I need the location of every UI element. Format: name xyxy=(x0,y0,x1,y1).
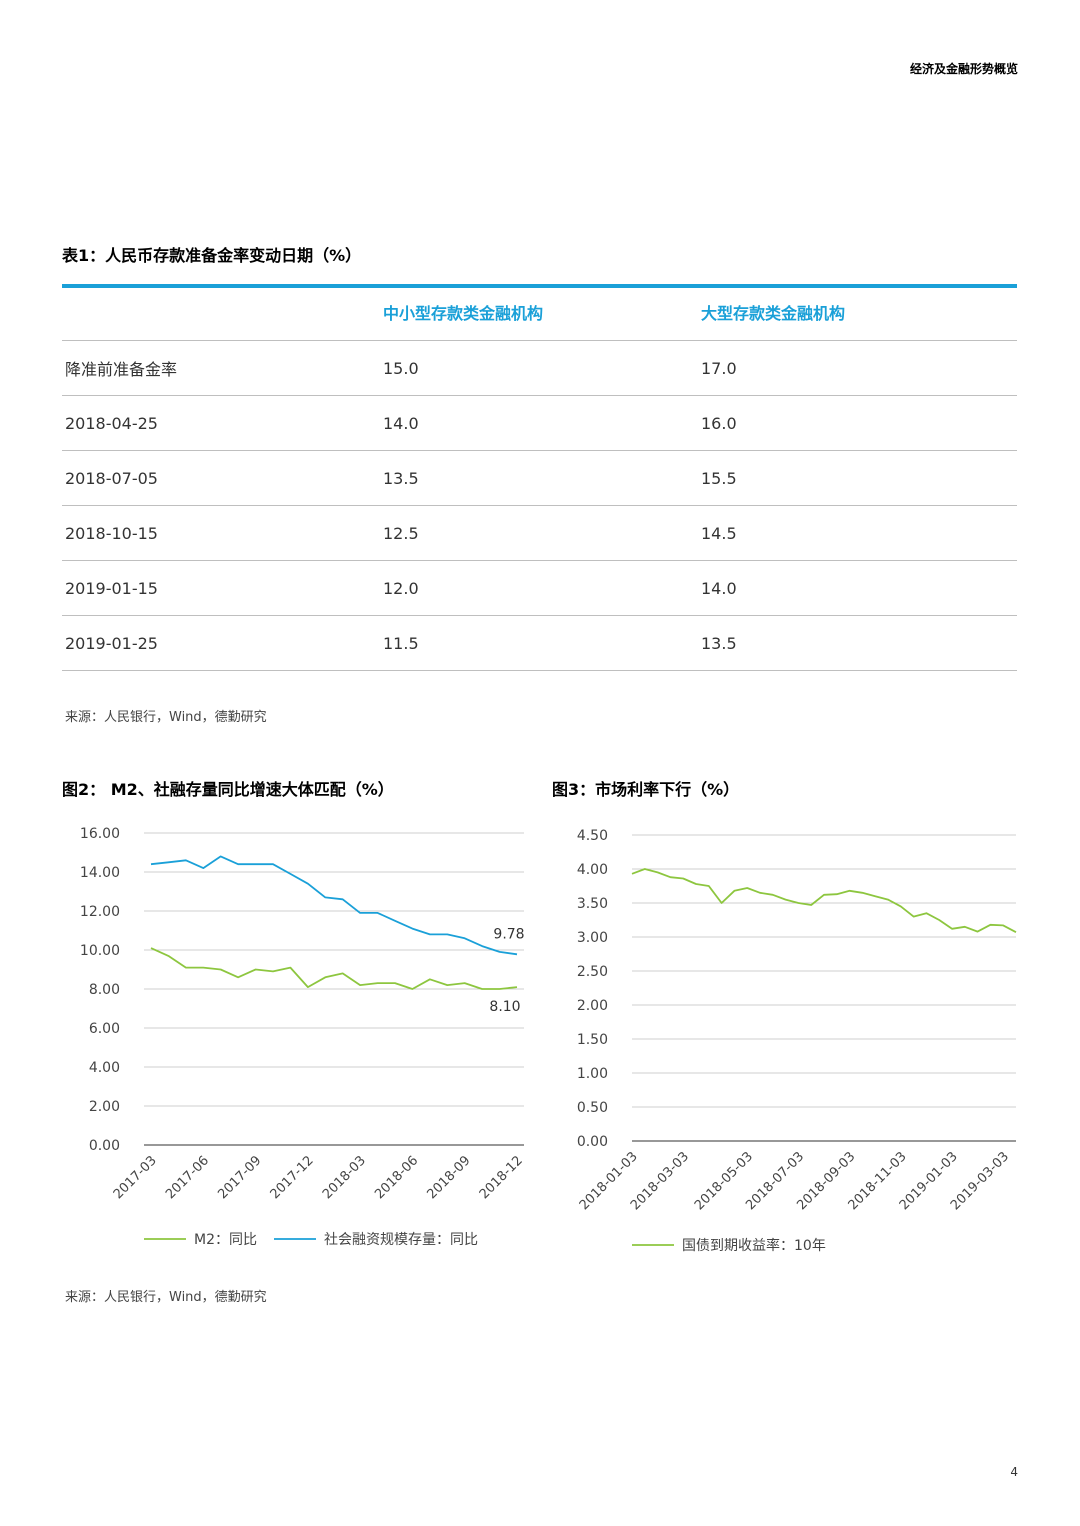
x-tick-label: 2018-12 xyxy=(477,1153,526,1202)
table-cell: 2018-04-25 xyxy=(65,413,158,433)
bond-yield-line-chart: 0.00 0.50 1.00 1.50 2.00 2.50 3.00 3.50 4.00 4.50… xyxy=(577,828,1017,1254)
table-cell: 14.5 xyxy=(701,523,737,543)
table-cell: 14.0 xyxy=(701,578,737,598)
chart2-title: 图2： M2、社融存量同比增速大体匹配（%） xyxy=(62,780,394,799)
y-tick-label: 10.00 xyxy=(80,943,120,959)
table-row: 2019-01-15 12.0 14.0 xyxy=(62,561,1017,616)
table-header-row: 中小型存款类金融机构 大型存款类金融机构 xyxy=(62,288,1017,341)
m2-tsf-line-chart: 0.00 2.00 4.00 6.00 8.00 10.00 12.00 14.00 16.00… xyxy=(80,826,526,1248)
table-row: 2018-10-15 12.5 14.5 xyxy=(62,506,1017,561)
y-tick-label: 0.00 xyxy=(89,1138,120,1154)
y-tick-label: 6.00 xyxy=(89,1021,120,1037)
y-tick-label: 3.00 xyxy=(577,930,608,946)
data-label: 8.10 xyxy=(489,999,520,1015)
x-tick-label: 2018-06 xyxy=(372,1153,421,1202)
y-tick-label: 4.50 xyxy=(577,828,608,844)
x-tick-label: 2018-03 xyxy=(320,1153,369,1202)
data-label: 9.78 xyxy=(493,926,524,942)
table-cell: 2019-01-25 xyxy=(65,633,158,653)
header-cell xyxy=(62,288,380,340)
table-cell: 2019-01-15 xyxy=(65,578,158,598)
chart-source: 来源：人民银行，Wind，德勤研究 xyxy=(65,1290,267,1305)
series-line xyxy=(150,855,518,956)
series-line xyxy=(150,947,518,990)
y-tick-label: 16.00 xyxy=(80,826,120,842)
y-tick-label: 1.00 xyxy=(577,1066,608,1082)
page-number: 4 xyxy=(1010,1465,1018,1479)
table-cell: 2018-10-15 xyxy=(65,523,158,543)
table-row: 2019-01-25 11.5 13.5 xyxy=(62,616,1017,671)
table-cell: 17.0 xyxy=(701,358,737,378)
legend-label: M2：同比 xyxy=(194,1232,257,1248)
x-tick-label: 2017-06 xyxy=(163,1153,212,1202)
table-cell: 15.0 xyxy=(383,358,419,378)
y-tick-label: 4.00 xyxy=(89,1060,120,1076)
y-tick-label: 2.50 xyxy=(577,964,608,980)
table-cell: 12.5 xyxy=(383,523,419,543)
y-tick-label: 4.00 xyxy=(577,862,608,878)
y-tick-label: 2.00 xyxy=(577,998,608,1014)
table-row: 降准前准备金率 15.0 17.0 xyxy=(62,341,1017,396)
x-tick-label: 2017-12 xyxy=(268,1153,317,1202)
table-row: 2018-07-05 13.5 15.5 xyxy=(62,451,1017,506)
header-cell: 中小型存款类金融机构 xyxy=(383,304,544,323)
x-tick-label: 2017-09 xyxy=(215,1153,264,1202)
y-tick-label: 14.00 xyxy=(80,865,120,881)
table-row: 2018-04-25 14.0 16.0 xyxy=(62,396,1017,451)
legend-label: 国债到期收益率：10年 xyxy=(682,1237,826,1254)
table-title: 表1：人民币存款准备金率变动日期（%） xyxy=(62,246,362,265)
chart3-title: 图3：市场利率下行（%） xyxy=(552,780,740,799)
x-tick-label: 2018-09 xyxy=(425,1153,474,1202)
table-cell: 13.5 xyxy=(383,468,419,488)
series-line xyxy=(631,868,1017,933)
y-tick-label: 0.50 xyxy=(577,1100,608,1116)
y-tick-label: 2.00 xyxy=(89,1099,120,1115)
table-cell: 2018-07-05 xyxy=(65,468,158,488)
table-cell: 15.5 xyxy=(701,468,737,488)
table-cell: 降准前准备金率 xyxy=(65,360,178,379)
table-cell: 11.5 xyxy=(383,633,419,653)
y-tick-label: 0.00 xyxy=(577,1134,608,1150)
table-cell: 12.0 xyxy=(383,578,419,598)
table-cell: 16.0 xyxy=(701,413,737,433)
x-tick-label: 2017-03 xyxy=(111,1153,160,1202)
table-top-rule xyxy=(62,284,1017,288)
table-cell: 13.5 xyxy=(701,633,737,653)
reserve-ratio-table: 中小型存款类金融机构 大型存款类金融机构 降准前准备金率 15.0 17.0 2… xyxy=(62,284,1017,671)
legend-label: 社会融资规模存量：同比 xyxy=(324,1232,478,1248)
running-header: 经济及金融形势概览 xyxy=(909,62,1018,76)
y-tick-label: 3.50 xyxy=(577,896,608,912)
y-tick-label: 12.00 xyxy=(80,904,120,920)
table-source: 来源：人民银行，Wind，德勤研究 xyxy=(65,710,267,725)
header-cell: 大型存款类金融机构 xyxy=(701,304,846,323)
table-cell: 14.0 xyxy=(383,413,419,433)
y-tick-label: 8.00 xyxy=(89,982,120,998)
y-tick-label: 1.50 xyxy=(577,1032,608,1048)
